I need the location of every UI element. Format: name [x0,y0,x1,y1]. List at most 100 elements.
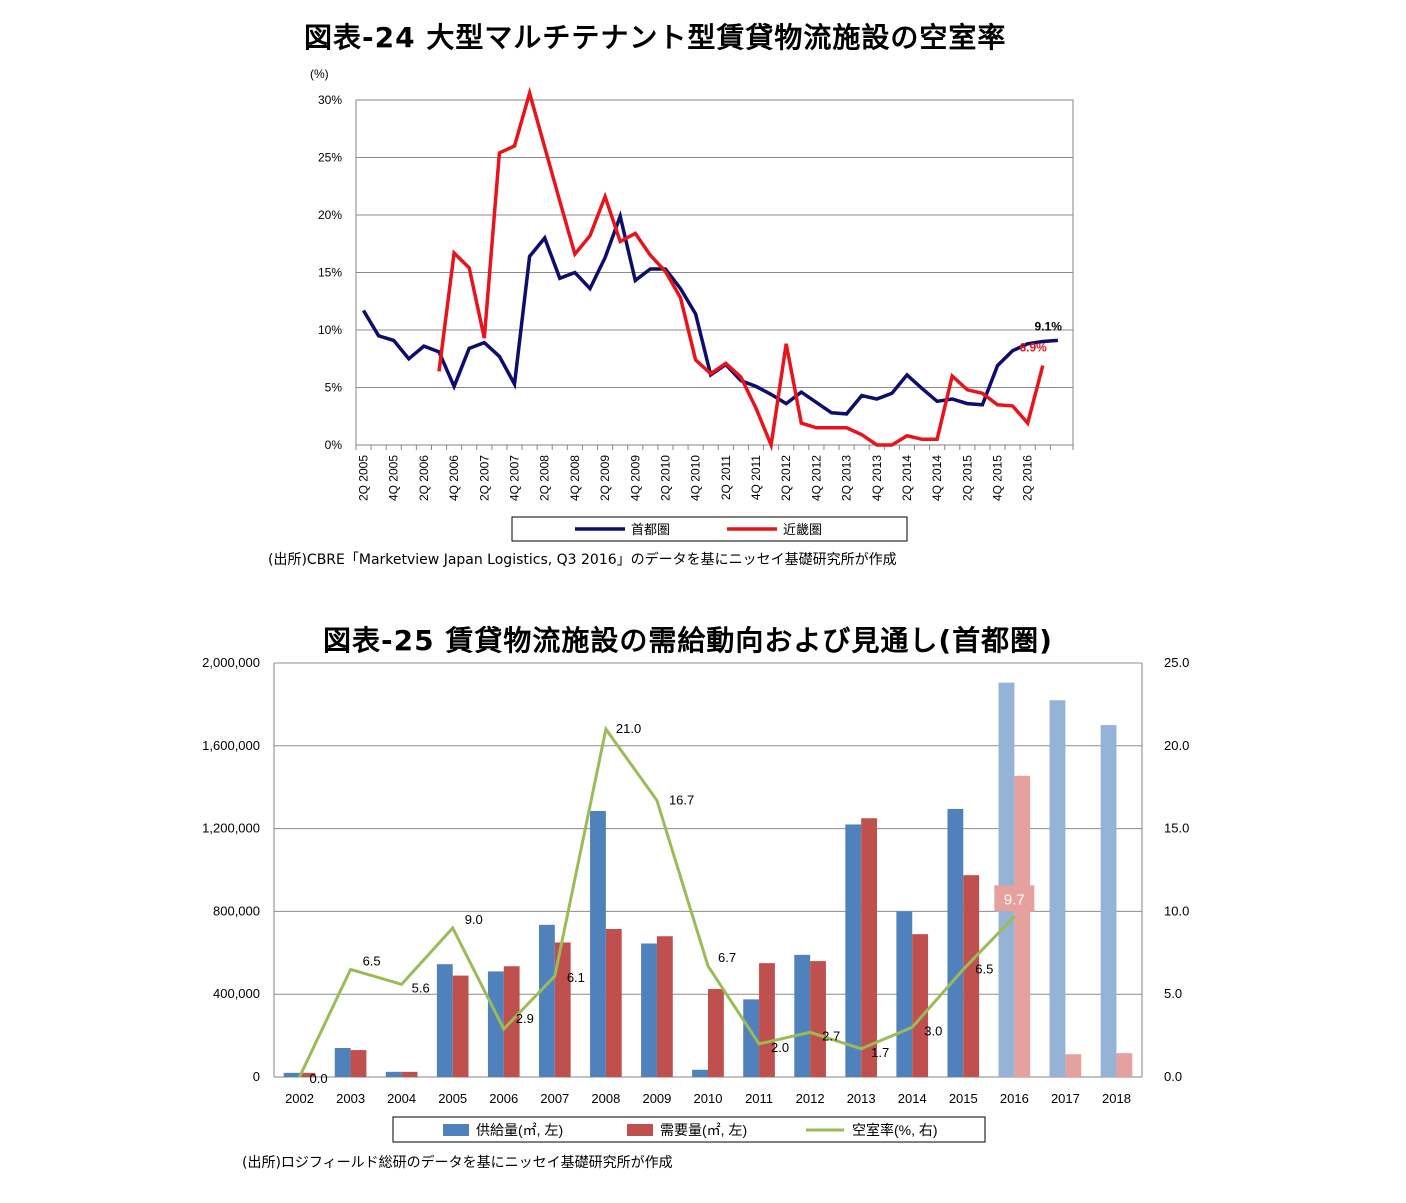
chart1-legend [511,516,908,542]
chart1-legend-label: 近畿圏 [783,522,822,537]
chart2-bar-demand [656,936,673,1077]
chart2-bar-supply [794,954,811,1077]
chart1-x-tick-label: 4Q 2015 [991,455,1005,501]
chart2-bar-supply [283,1072,300,1077]
chart2-y-tick-label: 0 [253,1069,260,1084]
chart1-x-tick-label: 4Q 2005 [387,455,401,501]
chart2-x-tick-label: 2008 [591,1091,620,1106]
chart1-x-tick-label: 4Q 2008 [568,455,582,501]
chart2-bar-supply [334,1048,351,1077]
chart1-x-tick-label: 4Q 2010 [689,455,703,501]
chart1-x-tick-label: 2Q 2015 [960,455,974,501]
chart2-vacancy-label: 2.0 [771,1040,789,1055]
chart2-vacancy-label: 9.0 [465,912,483,927]
chart1-x-tick-label: 2Q 2012 [779,455,793,501]
chart2-x-tick-label: 2018 [1102,1091,1131,1106]
chart1-end-label-kinki: 6.9% [1019,341,1047,355]
chart1-x-tick-label: 4Q 2013 [870,455,884,501]
chart2-x-tick-label: 2009 [642,1091,671,1106]
chart1-y-tick-label: 5% [325,381,343,395]
chart2-vacancy-label: 2.9 [516,1011,534,1026]
chart2-x-tick-label: 2005 [438,1091,467,1106]
chart2-y2-tick-label: 20.0 [1164,738,1189,753]
chart2-x-tick-label: 2014 [898,1091,927,1106]
chart1-end-label-shutoken: 9.1% [1035,319,1063,333]
chart2-legend-label: 供給量(㎡, 左) [476,1122,563,1138]
chart1-series-shutoken-line [361,210,1059,416]
chart2-bar-supply [845,824,862,1077]
chart2-bar-demand [1014,775,1031,1077]
chart2-bar-demand [1065,1054,1082,1077]
chart1-y-tick-label: 25% [318,151,342,165]
chart2-legend-swatch-supply [443,1124,469,1136]
chart2-vacancy-label: 2.7 [822,1028,840,1043]
chart2-x-tick-label: 2012 [796,1091,825,1106]
chart2-bar-supply [641,943,657,1077]
chart2-y2-tick-label: 10.0 [1164,903,1189,918]
chart2-bar-demand [861,818,878,1077]
chart2-x-tick-label: 2017 [1051,1091,1080,1106]
chart2-bar-demand [401,1071,418,1077]
chart2-bar-demand [299,1072,316,1077]
chart1-x-tick-label: 4Q 2009 [628,455,642,501]
chart2-vacancy-label: 21.0 [616,721,641,736]
chart1-y-unit: (%) [310,67,329,81]
chart1-x-tick-label: 2Q 2013 [840,455,854,501]
chart2-y2-tick-label: 25.0 [1164,655,1189,670]
chart2-x-tick-label: 2007 [540,1091,569,1106]
chart1-x-tick-label: 4Q 2007 [507,455,521,501]
chart2-x-tick-label: 2011 [745,1091,773,1106]
chart1-y-tick-label: 15% [318,266,342,280]
chart2-bar-supply [947,808,964,1077]
chart2-x-tick-label: 2003 [336,1091,365,1106]
chart2-legend [392,1116,986,1143]
chart2-x-tick-label: 2010 [694,1091,723,1106]
chart2-bar-supply [1049,700,1066,1077]
chart2-y-tick-label: 1,600,000 [202,738,260,753]
chart2-bar-supply [743,999,760,1077]
chart2-y2-tick-label: 15.0 [1164,821,1189,836]
chart2-y2-tick-label: 0.0 [1164,1069,1182,1084]
chart2-x-tick-label: 2004 [387,1091,416,1106]
chart2-vacancy-label: 6.1 [567,970,585,985]
chart2-bar-supply [692,1069,708,1077]
chart2-legend-swatch-demand [627,1124,653,1136]
chart1-series-kinki-line [437,86,1045,452]
chart2-bar-demand [810,961,826,1077]
chart1-x-tick-label: 2Q 2010 [658,455,672,501]
chart2-bar-demand [554,942,571,1077]
chart2-bar-demand [708,989,724,1077]
chart2-bar-demand [605,928,622,1077]
chart2-y-tick-label: 2,000,000 [202,655,260,670]
chart1-x-tick-label: 2Q 2006 [417,455,431,501]
chart1-x-tick-label: 4Q 2011 [749,455,763,500]
chart1-x-tick-label: 4Q 2006 [447,455,461,501]
chart2-bar-supply [1100,725,1117,1077]
chart1-y-tick-label: 30% [318,93,342,107]
chart2-x-tick-label: 2006 [489,1091,518,1106]
chart2-y-tick-label: 800,000 [213,903,260,918]
chart2-title: 図表-25 賃貸物流施設の需給動向および見通し(首都圏) [323,624,1053,657]
chart2-bar-demand [1116,1053,1133,1077]
chart1-source: (出所)CBRE「Marketview Japan Logistics, Q3 … [268,552,897,568]
chart1-x-tick-label: 2Q 2016 [1021,455,1035,501]
chart1-x-tick-label: 4Q 2014 [930,455,944,501]
chart2-y-tick-label: 1,200,000 [202,821,260,836]
chart2-bar-supply [487,971,504,1077]
chart2-x-tick-label: 2002 [285,1091,314,1106]
chart2-bar-demand [759,963,775,1077]
chart2-vacancy-label: 6.7 [718,950,736,965]
chart2-vacancy-label: 6.5 [363,953,381,968]
chart2-bar-supply [385,1071,402,1077]
chart1-x-tick-label: 4Q 2012 [809,455,823,501]
chart2-legend-label: 需要量(㎡, 左) [660,1122,747,1138]
chart2-vacancy-label: 3.0 [924,1023,942,1038]
chart1-title: 図表-24 大型マルチテナント型賃貸物流施設の空室率 [304,21,1007,54]
chart2-bar-supply [538,924,555,1077]
chart2-vacancy-callout-bg [994,885,1035,912]
chart1-legend-label: 首都圏 [631,522,670,537]
chart2-bar-demand [350,1050,367,1077]
chart2-source: (出所)ロジフィールド総研のデータを基にニッセイ基礎研究所が作成 [242,1155,673,1171]
chart2-bar-supply [436,964,453,1077]
chart2-bar-demand [963,875,980,1077]
